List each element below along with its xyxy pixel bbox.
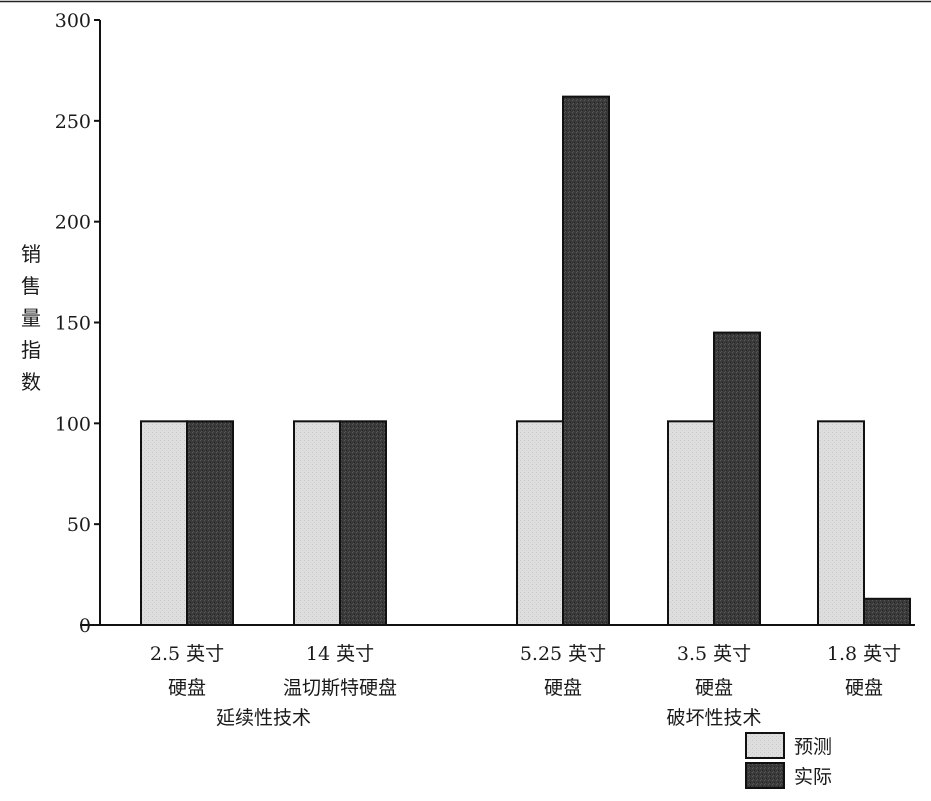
bar-actual — [339, 420, 387, 627]
category-label: 硬盘 — [845, 677, 883, 699]
category-label: 硬盘 — [544, 677, 582, 699]
bar-actual — [186, 420, 234, 627]
bar-actual — [713, 331, 761, 626]
category-label: 温切斯特硬盘 — [283, 677, 397, 699]
legend-label: 实际 — [794, 766, 832, 788]
group-label: 延续性技术 — [216, 707, 311, 729]
y-tick-label: 300 — [55, 10, 91, 32]
category-label: 5.25 英寸 — [520, 643, 606, 665]
y-tick-label: 250 — [55, 111, 91, 133]
category-label: 3.5 英寸 — [677, 643, 751, 665]
y-axis-label-char: 售 — [21, 274, 41, 298]
y-tick-label: 100 — [55, 413, 91, 435]
bar-actual — [863, 597, 911, 626]
category-label: 硬盘 — [168, 677, 206, 699]
group-label: 破坏性技术 — [666, 707, 761, 729]
category-label: 2.5 英寸 — [150, 643, 224, 665]
y-axis-label-char: 量 — [21, 306, 41, 330]
y-tick-label: 150 — [55, 313, 91, 335]
bar-forecast — [817, 420, 865, 627]
y-tick-label: 50 — [67, 514, 91, 536]
bar-forecast — [293, 420, 341, 627]
legend-swatch — [745, 762, 785, 789]
y-axis-label-char: 指 — [21, 338, 41, 362]
category-label: 硬盘 — [695, 677, 733, 699]
bar-forecast — [667, 420, 715, 627]
y-axis-label-char: 销 — [21, 242, 41, 266]
legend-swatch — [745, 732, 785, 759]
bar-actual — [562, 95, 610, 626]
bar-forecast — [516, 420, 564, 627]
y-axis-label-char: 数 — [21, 370, 41, 394]
bar-forecast — [140, 420, 188, 627]
legend-label: 预测 — [794, 736, 832, 758]
category-label: 1.8 英寸 — [827, 643, 901, 665]
y-tick-label: 200 — [55, 212, 91, 234]
y-tick-label: 0 — [79, 615, 91, 637]
category-label: 14 英寸 — [306, 643, 374, 665]
